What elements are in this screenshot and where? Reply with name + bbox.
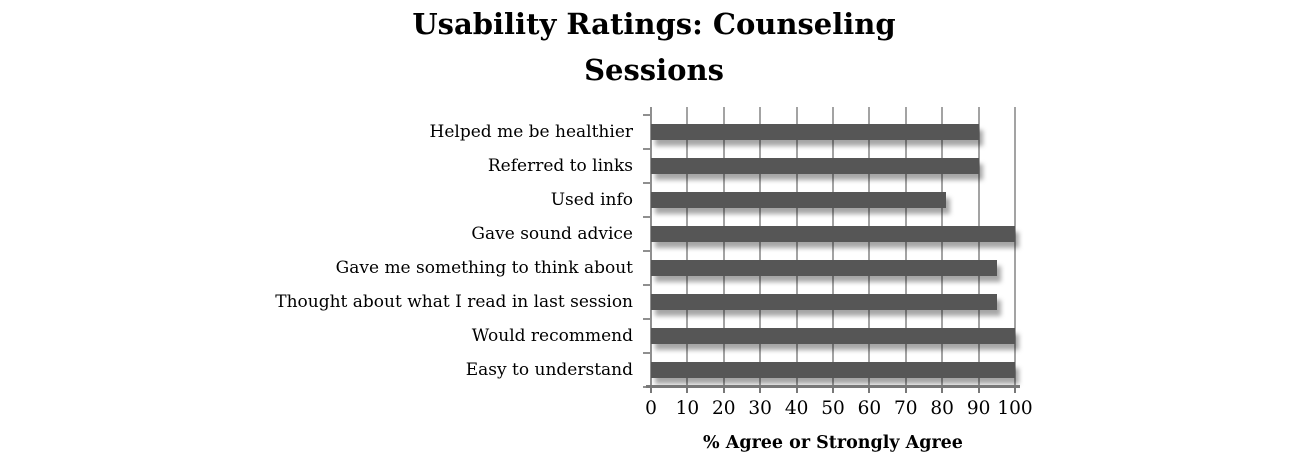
plot-area	[643, 107, 1020, 393]
y-axis-tick	[643, 148, 651, 150]
vertical-gridline	[977, 107, 980, 387]
x-tick-label: 100	[997, 398, 1033, 419]
y-axis-tick	[643, 216, 651, 218]
category-label: Gave sound advice	[471, 224, 633, 244]
bar-easy-to-understand	[651, 362, 1015, 378]
category-label: Used info	[550, 190, 633, 210]
y-axis-tick	[643, 114, 651, 116]
y-axis-tick	[643, 284, 651, 286]
vertical-gridline	[1014, 107, 1016, 387]
vertical-gridline	[941, 107, 944, 387]
x-axis-tick	[795, 387, 798, 393]
bar-would-recommend	[651, 328, 1015, 344]
vertical-gridline	[795, 107, 798, 387]
x-tick-label: 10	[675, 398, 700, 419]
x-tick-label: 0	[645, 398, 657, 419]
x-axis-tick	[941, 387, 944, 393]
vertical-gridline	[686, 107, 689, 387]
bar-gave-sound-advice	[651, 226, 1015, 242]
bar-thought-about-what-i-read-in-last-session	[651, 294, 997, 310]
x-tick-label: 20	[712, 398, 736, 419]
bar-referred-to-links	[651, 158, 979, 174]
x-axis-tick	[722, 387, 725, 393]
chart-title: Usability Ratings: Counseling Sessions	[154, 1, 1154, 93]
vertical-gridline	[832, 107, 834, 387]
y-axis-tick	[643, 352, 651, 354]
chart-title-line2: Sessions	[584, 53, 724, 87]
x-tick-label: 50	[821, 398, 845, 419]
category-label: Easy to understand	[465, 360, 633, 380]
category-label: Gave me something to think about	[335, 258, 633, 278]
x-axis-tick	[650, 387, 652, 393]
x-tick-label: 30	[748, 398, 772, 419]
x-tick-label: 60	[857, 398, 882, 419]
x-axis-line	[646, 385, 1020, 388]
x-tick-label: 90	[966, 398, 991, 419]
bar-gave-me-something-to-think-about	[651, 260, 997, 276]
category-label: Would recommend	[471, 326, 633, 346]
x-tick-label: 80	[930, 398, 954, 419]
x-axis-tick	[977, 387, 980, 393]
category-label: Referred to links	[487, 156, 633, 176]
bar-helped-me-be-healthier	[651, 124, 979, 140]
y-axis-tick	[643, 318, 651, 320]
vertical-gridline	[722, 107, 725, 387]
x-axis-tick	[759, 387, 762, 393]
vertical-gridline	[868, 107, 871, 387]
x-axis-tick	[832, 387, 834, 393]
x-tick-label: 40	[784, 398, 809, 419]
category-label: Thought about what I read in last sessio…	[275, 292, 633, 312]
x-axis-tick	[868, 387, 871, 393]
chart-title-line1: Usability Ratings: Counseling	[412, 7, 896, 41]
category-label: Helped me be healthier	[429, 122, 633, 142]
x-axis-tick	[1014, 387, 1016, 393]
y-axis-line	[650, 107, 652, 387]
x-axis-tick	[904, 387, 907, 393]
vertical-gridline	[759, 107, 762, 387]
bar-used-info	[651, 192, 946, 208]
y-axis-tick	[643, 182, 651, 184]
y-axis-tick	[643, 250, 651, 252]
x-axis-title: % Agree or Strongly Agree	[703, 433, 963, 453]
x-axis-tick	[686, 387, 689, 393]
vertical-gridline	[904, 107, 907, 387]
x-tick-label: 70	[894, 398, 918, 419]
